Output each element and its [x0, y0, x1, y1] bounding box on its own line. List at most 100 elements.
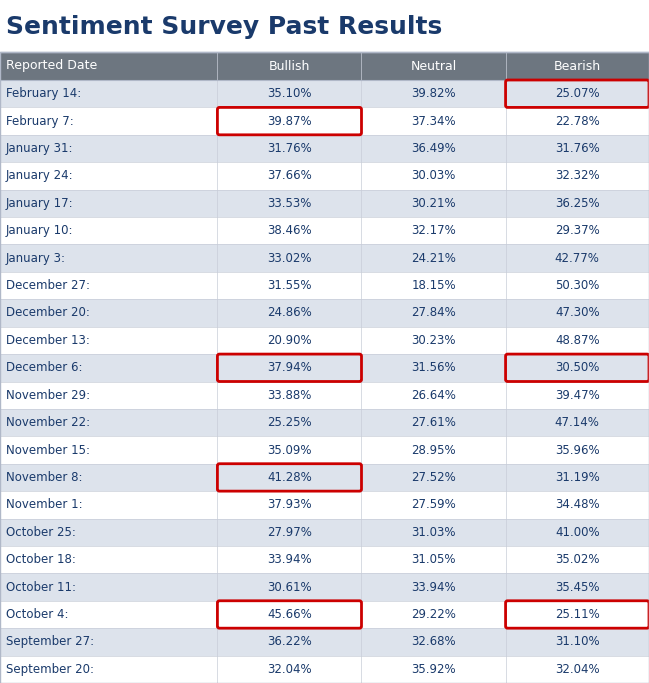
Text: 36.49%: 36.49%: [411, 142, 456, 155]
Text: 32.04%: 32.04%: [555, 663, 600, 675]
Text: October 11:: October 11:: [6, 581, 76, 594]
Text: 34.48%: 34.48%: [555, 499, 600, 512]
Text: 25.11%: 25.11%: [555, 608, 600, 621]
Text: October 18:: October 18:: [6, 553, 76, 566]
Text: 27.52%: 27.52%: [411, 471, 456, 484]
Text: Neutral: Neutral: [410, 59, 457, 72]
Text: 47.14%: 47.14%: [555, 416, 600, 429]
Text: September 27:: September 27:: [6, 635, 94, 648]
Text: 41.28%: 41.28%: [267, 471, 312, 484]
Text: 30.21%: 30.21%: [411, 197, 456, 210]
Text: 37.94%: 37.94%: [267, 361, 312, 374]
Text: 24.86%: 24.86%: [267, 307, 312, 320]
Text: 39.47%: 39.47%: [555, 389, 600, 402]
Text: December 27:: December 27:: [6, 279, 90, 292]
Text: 37.93%: 37.93%: [267, 499, 312, 512]
Text: 45.66%: 45.66%: [267, 608, 312, 621]
Bar: [0, 163, 649, 190]
Text: Bullish: Bullish: [269, 59, 310, 72]
Text: 25.07%: 25.07%: [555, 87, 600, 100]
Text: 33.88%: 33.88%: [267, 389, 312, 402]
Text: 32.68%: 32.68%: [411, 635, 456, 648]
Text: 33.53%: 33.53%: [267, 197, 312, 210]
Text: 31.76%: 31.76%: [267, 142, 312, 155]
Text: November 1:: November 1:: [6, 499, 82, 512]
Text: 31.56%: 31.56%: [411, 361, 456, 374]
Text: 35.92%: 35.92%: [411, 663, 456, 675]
Text: January 17:: January 17:: [6, 197, 73, 210]
Bar: [0, 628, 649, 656]
Bar: [0, 464, 649, 491]
Text: 35.10%: 35.10%: [267, 87, 312, 100]
Text: 30.61%: 30.61%: [267, 581, 312, 594]
Text: 33.94%: 33.94%: [267, 553, 312, 566]
Text: Reported Date: Reported Date: [6, 59, 97, 72]
Bar: [0, 299, 649, 326]
Bar: [0, 245, 649, 272]
Text: October 25:: October 25:: [6, 526, 76, 539]
Bar: [0, 518, 649, 546]
Text: Bearish: Bearish: [554, 59, 601, 72]
Text: 33.02%: 33.02%: [267, 251, 312, 264]
Bar: [0, 436, 649, 464]
Bar: [0, 409, 649, 436]
Text: November 22:: November 22:: [6, 416, 90, 429]
Text: 29.22%: 29.22%: [411, 608, 456, 621]
Text: January 10:: January 10:: [6, 224, 73, 237]
Text: 32.17%: 32.17%: [411, 224, 456, 237]
Text: 30.50%: 30.50%: [555, 361, 600, 374]
Text: 37.66%: 37.66%: [267, 169, 312, 182]
Text: January 24:: January 24:: [6, 169, 73, 182]
Text: 35.09%: 35.09%: [267, 443, 312, 456]
Bar: [0, 546, 649, 573]
Text: November 15:: November 15:: [6, 443, 90, 456]
Text: 28.95%: 28.95%: [411, 443, 456, 456]
Text: November 8:: November 8:: [6, 471, 82, 484]
Text: 22.78%: 22.78%: [555, 115, 600, 128]
Text: 31.55%: 31.55%: [267, 279, 312, 292]
Bar: [0, 491, 649, 518]
Text: 31.05%: 31.05%: [411, 553, 456, 566]
Text: 18.15%: 18.15%: [411, 279, 456, 292]
Text: 32.04%: 32.04%: [267, 663, 312, 675]
Text: January 3:: January 3:: [6, 251, 66, 264]
Text: 30.23%: 30.23%: [411, 334, 456, 347]
Text: October 4:: October 4:: [6, 608, 69, 621]
Text: 27.97%: 27.97%: [267, 526, 312, 539]
Bar: [0, 354, 649, 382]
Text: 25.25%: 25.25%: [267, 416, 312, 429]
Text: 50.30%: 50.30%: [555, 279, 600, 292]
Bar: [0, 135, 649, 163]
Text: 27.61%: 27.61%: [411, 416, 456, 429]
Text: 42.77%: 42.77%: [555, 251, 600, 264]
Text: 29.37%: 29.37%: [555, 224, 600, 237]
Bar: [0, 52, 649, 80]
Text: 31.10%: 31.10%: [555, 635, 600, 648]
Bar: [0, 573, 649, 601]
Bar: [0, 272, 649, 299]
Text: 48.87%: 48.87%: [555, 334, 600, 347]
Text: 33.94%: 33.94%: [411, 581, 456, 594]
Text: December 20:: December 20:: [6, 307, 90, 320]
Text: 26.64%: 26.64%: [411, 389, 456, 402]
Text: Sentiment Survey Past Results: Sentiment Survey Past Results: [6, 15, 442, 39]
Text: November 29:: November 29:: [6, 389, 90, 402]
Bar: [0, 0, 649, 52]
Text: 35.45%: 35.45%: [555, 581, 600, 594]
Text: December 13:: December 13:: [6, 334, 90, 347]
Text: 37.34%: 37.34%: [411, 115, 456, 128]
Text: 31.76%: 31.76%: [555, 142, 600, 155]
Text: 32.32%: 32.32%: [555, 169, 600, 182]
Text: 41.00%: 41.00%: [555, 526, 600, 539]
Text: 31.19%: 31.19%: [555, 471, 600, 484]
Text: 47.30%: 47.30%: [555, 307, 600, 320]
Text: 38.46%: 38.46%: [267, 224, 312, 237]
Text: 31.03%: 31.03%: [411, 526, 456, 539]
Text: 24.21%: 24.21%: [411, 251, 456, 264]
Text: February 7:: February 7:: [6, 115, 74, 128]
Text: 30.03%: 30.03%: [411, 169, 456, 182]
Text: 39.82%: 39.82%: [411, 87, 456, 100]
Text: 36.25%: 36.25%: [555, 197, 600, 210]
Text: 20.90%: 20.90%: [267, 334, 312, 347]
Text: 35.96%: 35.96%: [555, 443, 600, 456]
